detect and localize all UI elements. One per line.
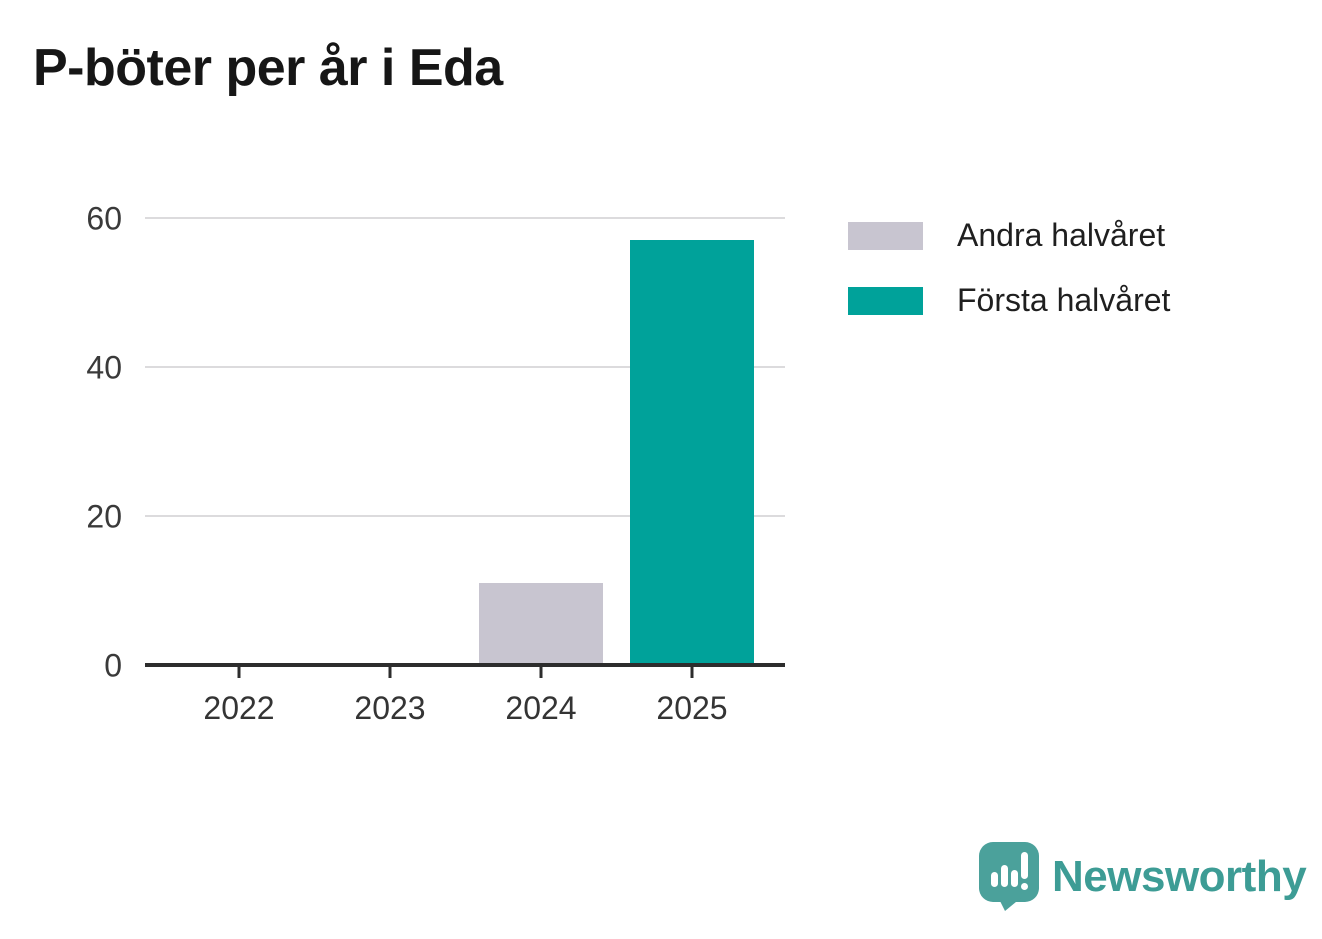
gridline-y-40 (145, 366, 785, 368)
bar-2024-andra-halvåret (479, 583, 603, 665)
x-axis-tick-mark (690, 665, 694, 678)
x-axis-tick-mark (237, 665, 241, 678)
newsworthy-wordmark: Newsworthy (1052, 852, 1307, 901)
legend-item-forsta-halvaret: Första halvåret (848, 282, 1170, 319)
y-axis-tick-label: 20 (86, 498, 122, 535)
x-axis-line (145, 663, 785, 667)
x-axis-tick-label: 2023 (354, 690, 426, 726)
x-axis-tick-label: 2024 (505, 690, 577, 726)
legend-label: Andra halvåret (957, 217, 1166, 253)
y-axis-tick-label: 60 (86, 200, 122, 237)
x-axis-tick-mark (539, 665, 543, 678)
chart-legend: Andra halvåret Första halvåret (848, 217, 1170, 319)
x-axis-tick-label: 2025 (656, 690, 728, 726)
newsworthy-logo: Newsworthy (978, 841, 1307, 913)
legend-item-andra-halvaret: Andra halvåret (848, 217, 1170, 254)
newsworthy-speech-bubble-bar-chart-icon (979, 842, 1039, 911)
chart-title: P-böter per år i Eda (33, 39, 503, 97)
y-axis-tick-label: 40 (86, 349, 122, 386)
legend-swatch-forsta-halvaret (848, 286, 923, 315)
x-axis-tick-mark (388, 665, 392, 678)
legend-swatch-andra-halvaret (848, 221, 923, 250)
gridline-y-60 (145, 217, 785, 219)
legend-label: Första halvåret (957, 282, 1171, 318)
x-axis-tick-label: 2022 (203, 690, 275, 726)
gridline-y-20 (145, 515, 785, 517)
y-axis-tick-label: 0 (104, 647, 122, 684)
bar-2025-första-halvåret (630, 240, 754, 665)
